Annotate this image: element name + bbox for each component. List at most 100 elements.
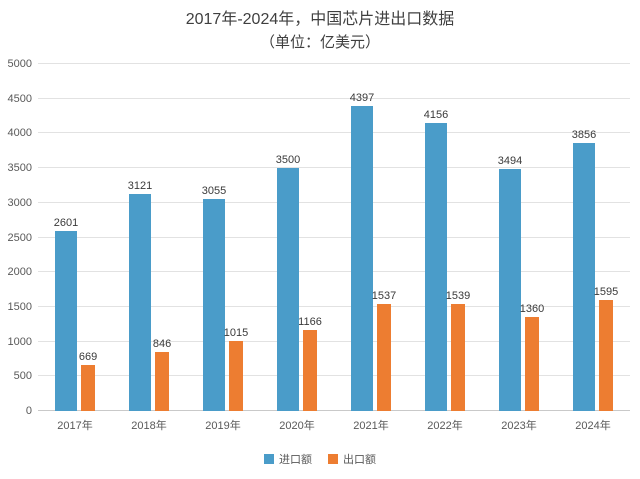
bar-series-0 xyxy=(573,143,595,411)
bar-group: 4397 1537 xyxy=(334,64,408,411)
bar-wrap: 1539 xyxy=(446,64,470,411)
legend: 进口额 出口额 xyxy=(0,451,640,467)
y-tick-label: 4500 xyxy=(7,92,32,105)
gridline xyxy=(38,201,630,203)
legend-swatch xyxy=(328,454,338,464)
y-tick-label: 0 xyxy=(25,405,32,417)
gridline xyxy=(38,375,630,377)
bar-series-0 xyxy=(425,122,447,411)
bar-groups: 2601 669 3121 846 3055 1015 3500 1166 4397 1537 41… xyxy=(38,64,630,411)
gridline xyxy=(38,236,630,238)
bar-wrap: 1537 xyxy=(372,64,396,411)
plot-area: 2601 669 3121 846 3055 1015 3500 1166 4397 1537 41… xyxy=(38,63,630,411)
legend-label: 出口额 xyxy=(343,454,376,466)
x-tick-label: 2018年 xyxy=(131,420,167,432)
bar-group: 3121 846 xyxy=(112,64,186,411)
bar-value-label: 1360 xyxy=(519,302,545,315)
y-tick-label: 500 xyxy=(13,370,32,383)
x-tick-label: 2020年 xyxy=(279,420,315,432)
y-tick-label: 2000 xyxy=(7,266,32,279)
bar-series-0 xyxy=(55,230,77,411)
bar-value-label: 1015 xyxy=(223,326,249,339)
chart-body: 0 500 1000 1500 2000 2500 3000 3500 4000 4500 5000… xyxy=(4,58,630,433)
legend-item: 出口额 xyxy=(328,451,376,467)
bar-series-0 xyxy=(129,194,151,411)
title-block: 2017年-2024年，中国芯片进出口数据 （单位：亿美元） xyxy=(0,8,640,53)
legend-label: 进口额 xyxy=(279,454,312,466)
x-tick-label: 2022年 xyxy=(427,420,463,432)
bar-group: 4156 1539 xyxy=(408,64,482,411)
bar-value-label: 2601 xyxy=(53,216,79,229)
y-tick-label: 3000 xyxy=(7,196,32,209)
bar-wrap: 3500 xyxy=(275,64,301,411)
bar-value-label: 1595 xyxy=(593,286,619,299)
chart-subtitle: （单位：亿美元） xyxy=(259,34,380,51)
bar-wrap: 3055 xyxy=(201,64,227,411)
bar-value-label: 1166 xyxy=(298,316,322,329)
bar-series-1 xyxy=(525,316,539,411)
x-tick-label: 2019年 xyxy=(205,420,241,432)
bar-group: 3055 1015 xyxy=(186,64,260,411)
bar-wrap: 2601 xyxy=(53,64,79,411)
x-axis: 2017年 2018年 2019年 2020年 2021年 2022年 2023年 2024年 xyxy=(38,411,630,433)
chart-title: 2017年-2024年，中国芯片进出口数据 xyxy=(185,11,455,28)
gridline xyxy=(38,63,630,64)
bar-value-label: 3856 xyxy=(571,129,597,142)
gridline xyxy=(38,305,630,307)
bar-wrap: 846 xyxy=(152,64,172,411)
bar-wrap: 3494 xyxy=(497,64,523,411)
bar-group: 2601 669 xyxy=(38,64,112,411)
bar-series-0 xyxy=(277,168,299,411)
y-tick-label: 2500 xyxy=(7,231,32,244)
bar-wrap: 4156 xyxy=(423,64,449,411)
y-tick-label: 1000 xyxy=(7,335,32,348)
x-tick-label: 2023年 xyxy=(501,420,537,432)
bar-series-0 xyxy=(203,198,225,411)
gridline xyxy=(38,271,630,273)
bar-wrap: 1595 xyxy=(594,64,618,411)
legend-swatch xyxy=(264,454,274,464)
bar-value-label: 3055 xyxy=(201,184,227,197)
gridline xyxy=(38,167,630,169)
bar-series-1 xyxy=(155,352,169,411)
bar-value-label: 3494 xyxy=(497,154,523,167)
bar-wrap: 3121 xyxy=(127,64,153,411)
bar-series-1 xyxy=(303,330,317,411)
bar-group: 3856 1595 xyxy=(556,64,630,411)
x-tick-label: 2021年 xyxy=(353,420,389,432)
bar-series-1 xyxy=(377,304,391,411)
bar-wrap: 1015 xyxy=(224,64,248,411)
bar-wrap: 1360 xyxy=(520,64,544,411)
gridlines xyxy=(38,63,630,411)
bar-value-label: 4397 xyxy=(349,91,375,104)
gridline xyxy=(38,410,630,411)
bar-wrap: 3856 xyxy=(571,64,597,411)
bar-wrap: 4397 xyxy=(349,64,375,411)
bar-wrap: 1166 xyxy=(298,64,322,411)
bar-wrap: 669 xyxy=(79,64,97,411)
gridline xyxy=(38,340,630,342)
bar-series-0 xyxy=(499,168,521,411)
bar-group: 3494 1360 xyxy=(482,64,556,411)
y-tick-label: 1500 xyxy=(7,300,32,313)
legend-item: 进口额 xyxy=(264,451,312,467)
bar-group: 3500 1166 xyxy=(260,64,334,411)
bar-series-0 xyxy=(351,105,373,411)
bar-value-label: 3500 xyxy=(275,154,301,167)
bar-series-1 xyxy=(81,364,95,411)
bar-value-label: 3121 xyxy=(127,180,153,193)
bar-value-label: 4156 xyxy=(423,108,449,121)
y-tick-label: 5000 xyxy=(7,58,32,70)
bar-series-1 xyxy=(451,304,465,411)
x-tick-label: 2024年 xyxy=(575,420,611,432)
x-tick-label: 2017年 xyxy=(57,420,93,432)
bar-series-1 xyxy=(229,340,243,411)
bar-series-1 xyxy=(599,300,613,411)
gridline xyxy=(38,97,630,99)
y-tick-label: 3500 xyxy=(7,162,32,175)
bar-value-label: 1539 xyxy=(445,290,471,303)
bar-value-label: 846 xyxy=(152,338,172,351)
y-axis: 0 500 1000 1500 2000 2500 3000 3500 4000 4500 5000 xyxy=(4,58,38,417)
gridline xyxy=(38,132,630,134)
